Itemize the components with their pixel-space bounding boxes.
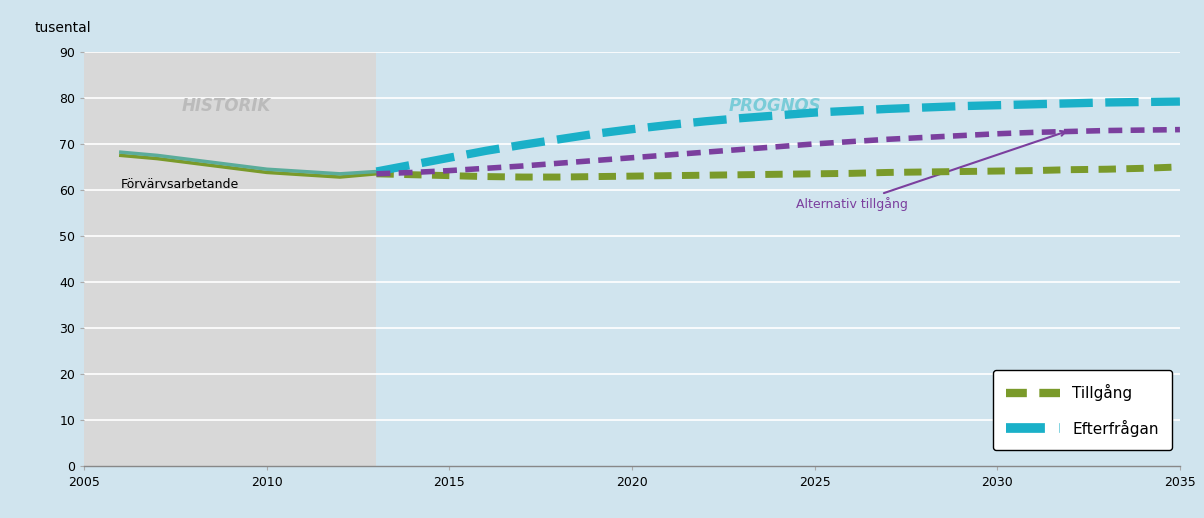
Text: Alternativ tillgång: Alternativ tillgång: [797, 131, 1066, 211]
Text: tusental: tusental: [35, 21, 92, 35]
Text: Förvärvsarbetande: Förvärvsarbetande: [120, 178, 240, 191]
Legend: Tillgång, Efterfrågan: Tillgång, Efterfrågan: [992, 370, 1173, 450]
Text: PROGNOS: PROGNOS: [728, 97, 821, 114]
Bar: [377, 52, 1180, 466]
Text: HISTORIK: HISTORIK: [182, 97, 271, 114]
Bar: [84, 52, 377, 466]
